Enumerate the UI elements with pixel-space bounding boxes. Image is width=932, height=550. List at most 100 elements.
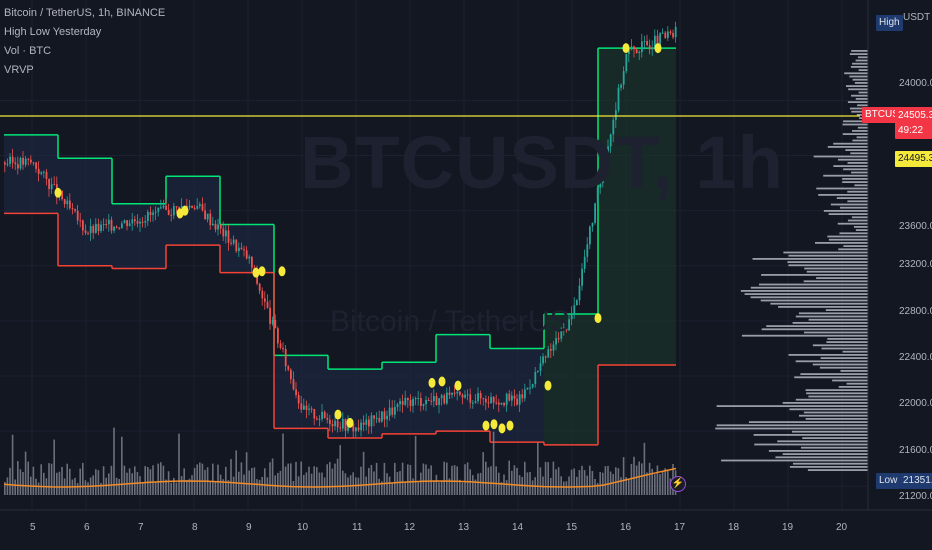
volume-bar (630, 464, 633, 495)
candle-body (633, 46, 635, 50)
candle-body (560, 328, 563, 339)
volume-bar (123, 465, 126, 495)
legend-indicator-vrvp[interactable]: VRVP (4, 64, 34, 76)
candle-body (24, 158, 27, 165)
candle-body (292, 379, 295, 390)
time-tick: 9 (246, 522, 252, 533)
volume-bar (217, 464, 219, 495)
volume-profile-row (842, 178, 868, 180)
candle-body (308, 408, 310, 410)
volume-bar (37, 482, 40, 495)
price-tick: 21200.00 (899, 491, 932, 502)
volume-bar (95, 469, 97, 495)
volume-profile-row (778, 306, 868, 308)
candle-body (63, 199, 66, 205)
volume-profile-row (806, 270, 868, 273)
volume-bar (339, 445, 341, 495)
volume-bar (76, 482, 79, 495)
volume-bar (615, 467, 617, 495)
volume-bar (188, 478, 191, 495)
volume-bar (464, 464, 466, 495)
volume-bar (373, 471, 375, 495)
price-tick: 21600.00 (899, 445, 932, 456)
candle-body (357, 427, 360, 431)
candle-body (373, 415, 375, 419)
volume-profile-row (750, 296, 868, 299)
volume-bar (485, 461, 487, 495)
candle-body (375, 418, 378, 420)
volume-bar (513, 465, 516, 495)
candle-body (578, 285, 581, 301)
candle-body (498, 402, 500, 405)
volume-bar (82, 462, 84, 495)
cross-marker (252, 267, 260, 278)
candle-body (643, 40, 646, 42)
volume-bar (84, 480, 87, 495)
chart-legend: Bitcoin / TetherUS, 1h, BINANCE High Low… (4, 4, 165, 80)
volume-bar (32, 466, 35, 495)
volume-profile-row (827, 146, 868, 148)
volume-bar (310, 473, 313, 495)
volume-bar (646, 472, 648, 495)
volume-profile-row (818, 194, 868, 196)
candle-body (521, 394, 524, 399)
volume-bar (378, 478, 380, 495)
volume-bar (154, 482, 157, 495)
candle-body (570, 314, 573, 320)
candle-body (334, 420, 336, 427)
flash-icon[interactable]: ⚡ (670, 476, 686, 492)
volume-profile-row (823, 174, 868, 177)
candle-body (526, 387, 529, 390)
volume-bar (524, 461, 526, 495)
volume-profile-row (803, 411, 868, 414)
candle-body (232, 239, 235, 244)
candle-body (196, 205, 199, 209)
legend-indicator-volume[interactable]: Vol · BTC (4, 45, 52, 57)
candle-body (227, 230, 230, 243)
candle-body (277, 328, 279, 344)
volume-bar (381, 481, 383, 495)
time-tick: 8 (192, 522, 198, 533)
candle-body (201, 204, 204, 211)
candle-body (362, 422, 365, 425)
range-fill (652, 48, 676, 365)
volume-profile-row (783, 251, 868, 254)
volume-profile-row (827, 235, 868, 238)
volume-profile-row (815, 242, 868, 244)
volume-bar (667, 469, 669, 495)
candle-body (453, 392, 456, 394)
candle-body (19, 157, 22, 169)
candle-body (269, 307, 271, 324)
legend-symbol[interactable]: Bitcoin / TetherUS, 1h, BINANCE (4, 7, 166, 19)
candle-body (568, 319, 570, 331)
volume-bar (487, 467, 490, 495)
volume-bar (92, 475, 94, 495)
volume-profile-row (795, 360, 868, 363)
volume-bar (102, 466, 105, 495)
volume-bar (266, 477, 269, 495)
candle-body (555, 338, 557, 345)
candle-body (414, 398, 417, 400)
volume-bar (11, 434, 14, 495)
candle-body (290, 369, 292, 380)
volume-profile-row (857, 56, 868, 59)
volume-profile-row (795, 398, 868, 401)
time-tick: 7 (138, 522, 144, 533)
candle-body (209, 213, 212, 226)
candle-body (297, 395, 300, 404)
volume-bar (318, 472, 321, 495)
volume-profile (715, 50, 868, 471)
time-tick: 10 (297, 522, 309, 533)
legend-indicator-high-low[interactable]: High Low Yesterday (4, 26, 102, 38)
candle-body (264, 298, 266, 302)
yellow-price-tag: 24495.37 (895, 151, 932, 167)
candle-body (596, 187, 599, 204)
candle-body (110, 219, 113, 231)
volume-profile-row (858, 91, 868, 94)
candle-body (43, 171, 45, 173)
volume-bar (269, 462, 271, 495)
volume-bar (560, 476, 562, 495)
volume-bar (474, 479, 477, 495)
candle-body (342, 418, 344, 429)
